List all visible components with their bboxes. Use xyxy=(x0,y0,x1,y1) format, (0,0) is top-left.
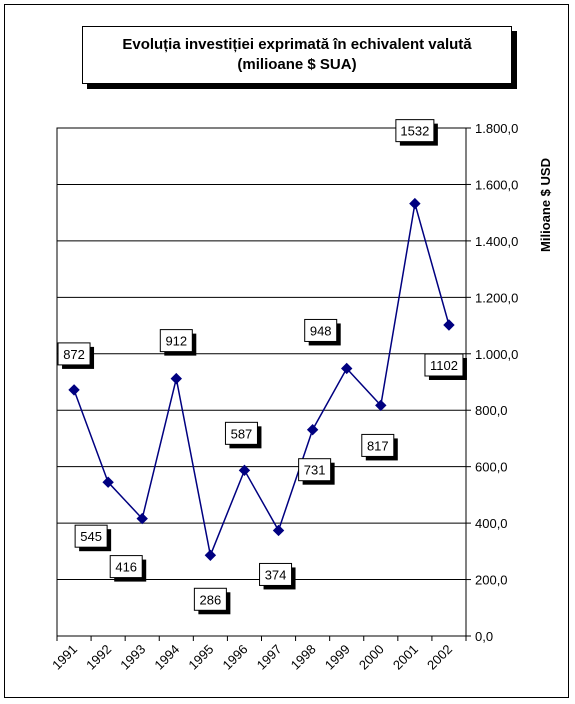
x-tick-label: 2000 xyxy=(356,642,387,673)
data-point xyxy=(443,319,455,331)
data-point xyxy=(204,549,217,561)
data-point xyxy=(375,399,387,412)
data-label: 817 xyxy=(361,433,398,461)
x-tick-label: 1993 xyxy=(117,642,148,673)
x-tick-label: 1998 xyxy=(288,642,319,673)
svg-text:545: 545 xyxy=(80,529,102,544)
data-point xyxy=(306,423,319,436)
data-label: 416 xyxy=(109,555,147,582)
data-point xyxy=(102,476,114,488)
x-tick-label: 1996 xyxy=(220,642,251,673)
data-label: 286 xyxy=(193,587,231,615)
y-tick-label: 800,0 xyxy=(475,403,508,418)
svg-text:948: 948 xyxy=(310,323,332,338)
x-tick-label: 1994 xyxy=(151,642,182,673)
series-line xyxy=(73,203,450,558)
y-tick-label: 1.000,0 xyxy=(475,347,518,362)
data-point xyxy=(272,524,285,537)
x-tick-label: 1991 xyxy=(49,642,80,673)
data-point xyxy=(409,197,421,210)
data-label: 948 xyxy=(304,318,341,346)
data-label: 872 xyxy=(57,342,95,369)
svg-text:587: 587 xyxy=(231,426,253,441)
data-label: 912 xyxy=(159,329,197,356)
data-point xyxy=(170,372,182,385)
chart-title-box: Evoluția investiției exprimată în echiva… xyxy=(82,26,512,84)
svg-text:817: 817 xyxy=(367,438,389,453)
data-label: 731 xyxy=(298,458,335,485)
svg-text:912: 912 xyxy=(165,334,187,349)
x-tick-label: 1995 xyxy=(185,642,216,673)
data-point xyxy=(341,362,353,375)
data-point xyxy=(68,384,80,396)
y-tick-label: 400,0 xyxy=(475,516,508,531)
data-labels: 872 545 416 912 286 587 374 731 948 817 1532 1102 xyxy=(57,119,467,615)
chart-subtitle: (milioane $ SUA) xyxy=(237,56,357,73)
y-tick-label: 0,0 xyxy=(475,629,493,644)
svg-text:731: 731 xyxy=(304,463,326,478)
x-tick-label: 2001 xyxy=(390,642,421,673)
data-label: 587 xyxy=(224,421,262,449)
data-label: 1102 xyxy=(424,353,467,380)
y-tick-label: 1.800,0 xyxy=(475,121,518,136)
plot-area xyxy=(56,127,467,637)
data-point xyxy=(136,512,148,525)
y-axis-ticks: 0,0 200,0 400,0 600,0 800,0 1.000,0 1.200,0 1.4… xyxy=(466,121,518,644)
y-tick-label: 600,0 xyxy=(475,460,508,475)
y-tick-label: 1.400,0 xyxy=(475,234,518,249)
data-point xyxy=(238,464,251,477)
x-tick-label: 2002 xyxy=(424,642,455,673)
svg-text:374: 374 xyxy=(265,567,287,582)
x-tick-label: 1999 xyxy=(322,642,353,673)
series-markers xyxy=(68,197,455,561)
chart-title: Evoluția investiției exprimată în echiva… xyxy=(122,36,472,53)
svg-text:872: 872 xyxy=(63,347,85,362)
y-tick-label: 1.600,0 xyxy=(475,177,518,192)
svg-text:1532: 1532 xyxy=(400,124,429,139)
y-axis-label: Milioane $ USD xyxy=(538,158,553,252)
svg-text:1102: 1102 xyxy=(430,358,458,373)
svg-text:416: 416 xyxy=(115,560,137,575)
data-label: 374 xyxy=(259,562,296,590)
x-axis-ticks: 1991 1992 1993 1994 1995 1996 1997 1998 1999 2000… xyxy=(49,636,467,673)
data-label: 1532 xyxy=(395,119,438,146)
svg-text:286: 286 xyxy=(200,592,222,607)
x-tick-label: 1997 xyxy=(254,642,285,673)
data-label: 545 xyxy=(74,524,112,552)
y-tick-label: 1.200,0 xyxy=(475,290,518,305)
x-tick-label: 1992 xyxy=(83,642,114,673)
y-tick-label: 200,0 xyxy=(475,573,508,588)
